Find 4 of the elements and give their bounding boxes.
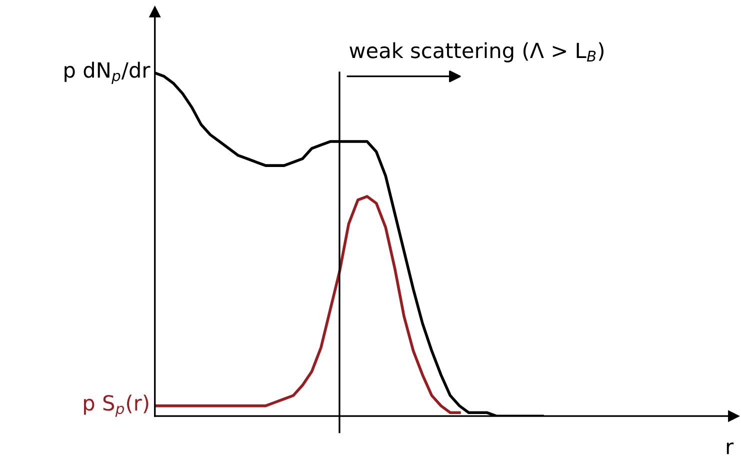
text: r — [726, 442, 734, 454]
series-label: p dN$_{p}$/dr — [64, 62, 150, 84]
series-label: p S$_{p}$(r) — [84, 394, 148, 417]
text: weak scattering (Λ > L$_{B}$) — [350, 42, 604, 62]
